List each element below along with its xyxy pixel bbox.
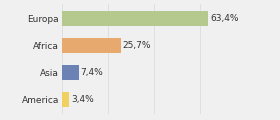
- Text: 63,4%: 63,4%: [210, 14, 238, 23]
- Bar: [62, 38, 121, 53]
- Text: 3,4%: 3,4%: [71, 95, 94, 104]
- Text: 25,7%: 25,7%: [123, 41, 151, 50]
- Text: 7,4%: 7,4%: [81, 68, 103, 77]
- Bar: [62, 11, 208, 26]
- Bar: [62, 65, 79, 80]
- Bar: [62, 92, 69, 107]
